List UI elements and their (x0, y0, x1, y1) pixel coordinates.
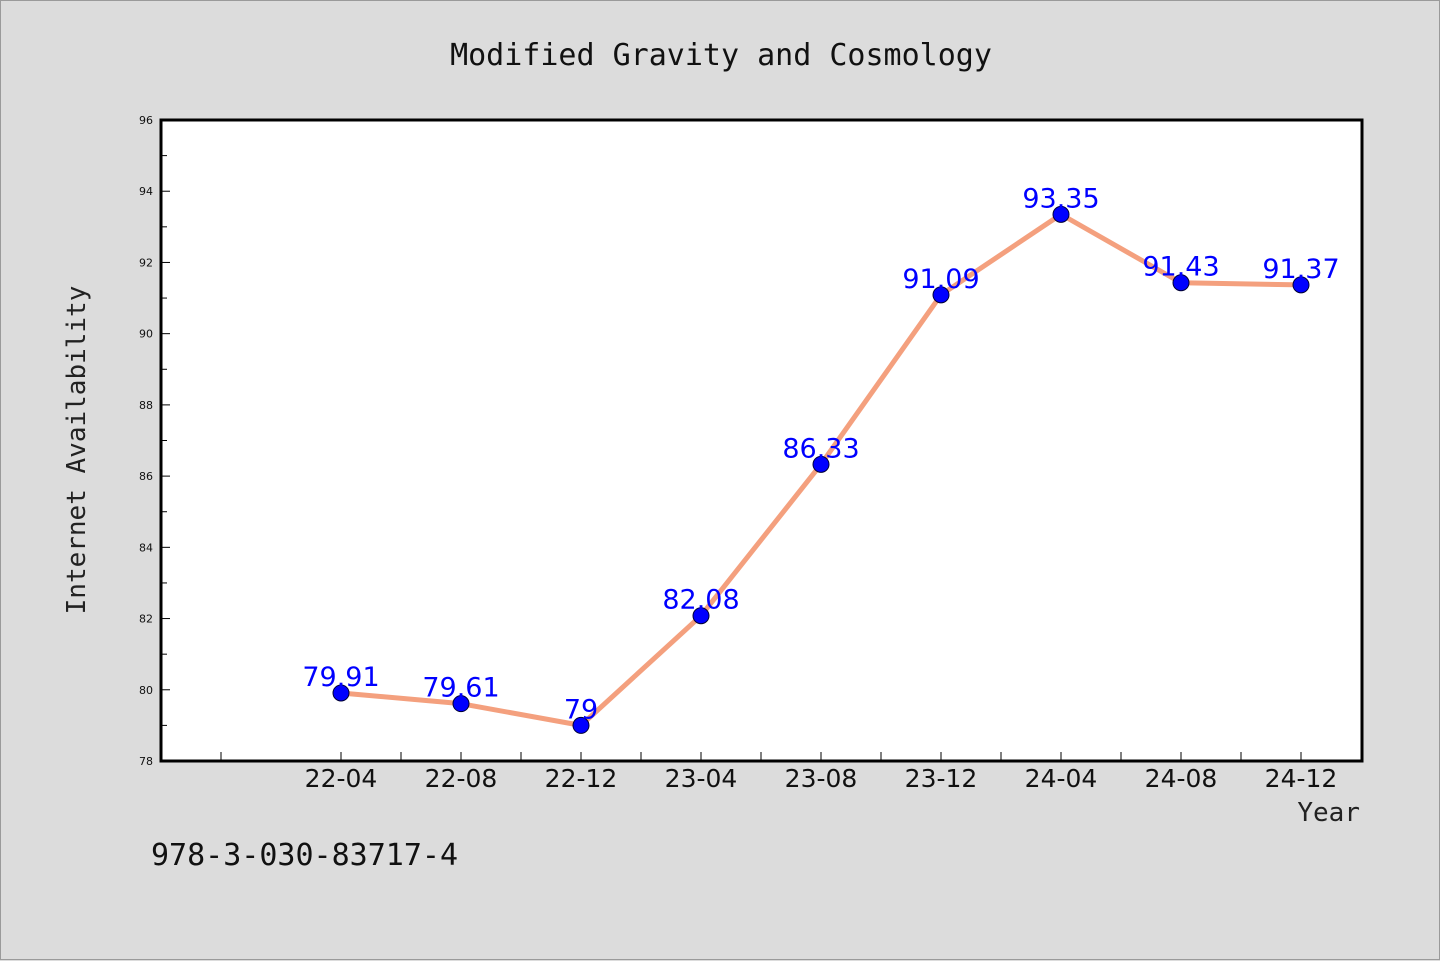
data-label: 86.33 (782, 433, 859, 464)
x-tick-label: 23-12 (905, 764, 978, 793)
y-tick-label: 84 (139, 541, 153, 554)
y-tick-label: 92 (139, 256, 153, 269)
x-tick-label: 23-04 (665, 764, 738, 793)
series-layer: 79.91 79.61 79 82.08 86.33 91.09 93.35 91.43 91.… (302, 183, 1340, 734)
y-tick-label: 82 (139, 613, 153, 626)
y-tick-label: 88 (139, 399, 153, 412)
y-tick-label: 86 (139, 470, 153, 483)
y-tick-label: 80 (139, 684, 153, 697)
data-label: 79 (564, 694, 598, 725)
y-axis: 78 80 82 84 86 88 90 92 94 96 (139, 114, 170, 768)
x-tick-label: 22-04 (305, 764, 378, 793)
isbn-text: 978-3-030-83717-4 (151, 838, 458, 873)
data-label: 79.61 (422, 673, 499, 704)
data-point (1172, 274, 1190, 292)
y-tick-label: 94 (139, 185, 153, 198)
data-label: 91.43 (1142, 252, 1219, 283)
y-tick-label: 90 (139, 328, 153, 341)
x-tick-label: 24-04 (1025, 764, 1098, 793)
x-tick-label: 24-08 (1145, 764, 1218, 793)
x-axis: 22-04 22-08 22-12 23-04 23-08 23-12 24-04 24-08… (220, 752, 1362, 793)
data-point (1052, 205, 1070, 223)
data-point (332, 684, 350, 702)
data-label: 93.35 (1022, 183, 1099, 214)
plot-area (159, 118, 1364, 763)
y-tick-label: 78 (139, 755, 153, 768)
data-label: 91.37 (1262, 254, 1339, 285)
x-tick-label: 22-12 (545, 764, 618, 793)
x-tick-label: 23-08 (785, 764, 858, 793)
data-label: 91.09 (902, 264, 979, 295)
data-label: 82.08 (662, 585, 739, 616)
data-point (692, 607, 710, 625)
data-point (572, 716, 590, 734)
x-tick-label: 24-12 (1265, 764, 1338, 793)
y-axis-label: Internet Availability (62, 286, 92, 615)
data-point (932, 286, 950, 304)
data-point (1292, 276, 1310, 294)
x-tick-label: 22-08 (425, 764, 498, 793)
data-point (452, 695, 470, 713)
data-label: 79.91 (302, 662, 379, 693)
x-axis-label: Year (1297, 798, 1360, 828)
data-point (812, 455, 830, 473)
y-tick-label: 96 (139, 114, 153, 127)
chart-title: Modified Gravity and Cosmology (450, 38, 992, 73)
